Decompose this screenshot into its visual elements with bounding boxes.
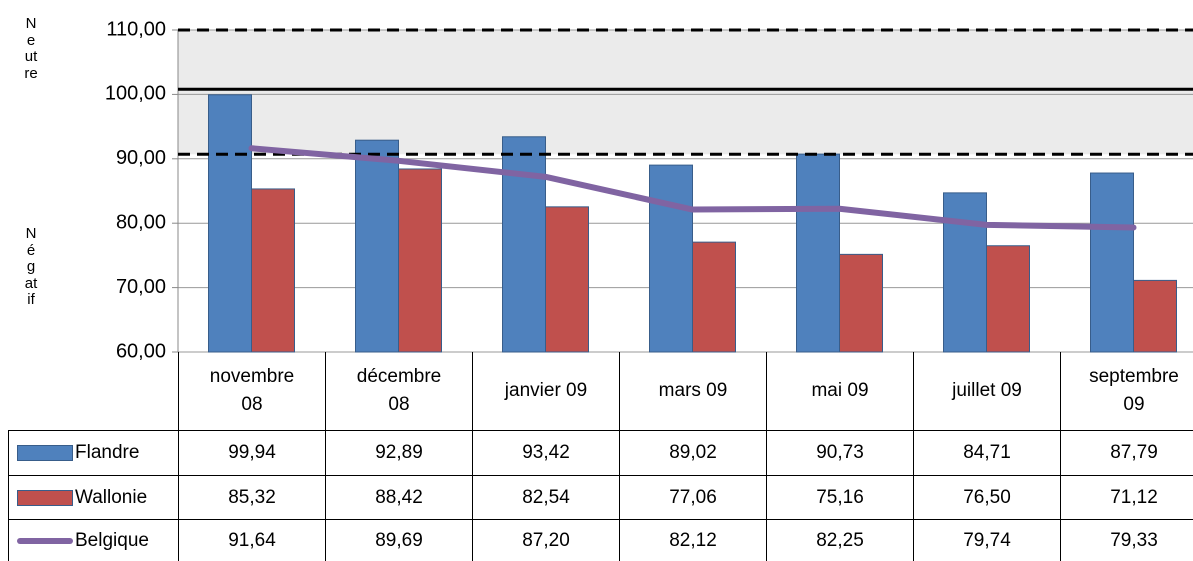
legend-entry: Belgique [8,519,179,561]
x-tick-label: juillet 09 [952,380,1022,401]
bar [986,245,1030,353]
y-tick-label: 90,00 [116,147,166,169]
bar [692,241,736,353]
table-value: 75,16 [766,475,914,520]
x-tick-label: novembre 08 [209,366,295,415]
table-value: 82,25 [766,519,914,561]
table-value: 92,89 [325,430,473,476]
bar [251,188,295,353]
legend-swatch [17,537,73,544]
shaded-band [178,30,1193,155]
table-value: 82,54 [472,475,620,520]
legend-swatch [17,445,73,461]
table-value: 79,33 [1060,519,1193,561]
legend-label: Flandre [75,442,140,463]
bar [1090,172,1134,353]
table-value: 91,64 [178,519,326,561]
table-value: 93,42 [472,430,620,476]
axis-label: Neutre [24,15,38,82]
table-value: 76,50 [913,475,1061,520]
legend-swatch [17,489,73,506]
table-value: 77,06 [619,475,767,520]
y-tick-label: 110,00 [106,18,166,40]
bar [545,206,589,353]
category-cell: mai 09 [766,352,914,431]
x-tick-label: septembre 09 [1089,366,1179,415]
legend-entry: Wallonie [8,475,179,520]
legend-entry: Flandre [8,430,179,476]
table-value: 85,32 [178,475,326,520]
category-cell: janvier 09 [472,352,620,431]
category-cell: septembre 09 [1060,352,1193,431]
table-value: 87,79 [1060,430,1193,476]
table-value: 87,20 [472,519,620,561]
y-tick-label: 100,00 [105,83,166,105]
bar [502,136,546,353]
x-tick-label: mars 09 [658,380,728,401]
bar [649,164,693,353]
y-tick-label: 60,00 [116,340,166,362]
table-value: 79,74 [913,519,1061,561]
bar [355,139,399,353]
category-cell: mars 09 [619,352,767,431]
table-value: 84,71 [913,430,1061,476]
category-cell: juillet 09 [913,352,1061,431]
table-value: 99,94 [178,430,326,476]
axis-label: Négatif [24,225,38,308]
table-value: 89,69 [325,519,473,561]
table-value: 71,12 [1060,475,1193,520]
table-value: 90,73 [766,430,914,476]
legend-label: Wallonie [75,486,148,508]
x-tick-label: décembre 08 [356,366,442,415]
bar [839,253,883,353]
category-cell: décembre 08 [325,352,473,431]
bar [208,94,252,353]
bar [796,153,840,353]
table-value: 82,12 [619,519,767,561]
x-tick-label: mai 09 [811,380,869,401]
y-tick-label: 70,00 [116,276,166,298]
table-value: 88,42 [325,475,473,520]
bar [398,168,442,353]
bar [943,192,987,353]
y-tick-label: 80,00 [116,211,166,233]
bar [1133,279,1177,353]
x-tick-label: janvier 09 [504,380,588,401]
category-cell: novembre 08 [178,352,326,431]
table-value: 89,02 [619,430,767,476]
line-series [248,145,1137,231]
legend-label: Belgique [75,529,149,551]
